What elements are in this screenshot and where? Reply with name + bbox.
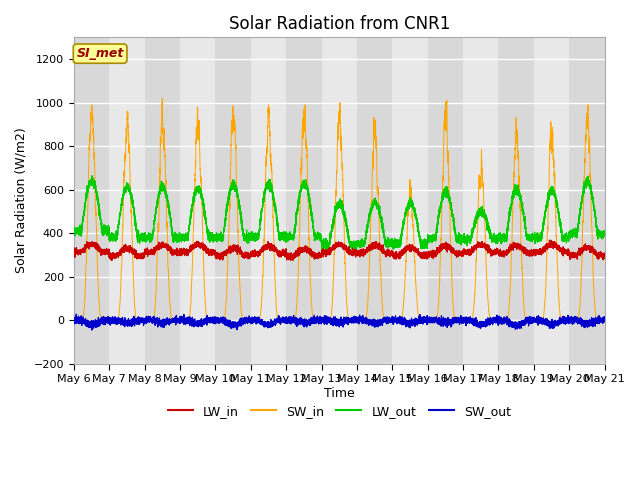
Bar	[145, 37, 180, 364]
Bar	[251, 37, 286, 364]
LW_out	[70, 231, 77, 237]
LW_out	[458, 235, 466, 241]
LW_in	[250, 252, 258, 258]
LW_in	[572, 250, 580, 256]
Bar	[392, 37, 428, 364]
LW_in	[321, 249, 329, 255]
LW_in	[458, 253, 466, 259]
Line: LW_out: LW_out	[74, 176, 605, 252]
SW_out	[70, 319, 77, 325]
Line: SW_out: SW_out	[74, 314, 605, 330]
Bar	[109, 37, 145, 364]
SW_out	[601, 317, 609, 323]
Legend: LW_in, SW_in, LW_out, SW_out: LW_in, SW_in, LW_out, SW_out	[163, 400, 516, 423]
SW_in	[321, 317, 329, 323]
Bar	[534, 37, 569, 364]
LW_out	[324, 249, 332, 254]
LW_in	[601, 251, 609, 256]
Bar	[463, 37, 499, 364]
SW_in	[601, 317, 609, 323]
LW_out	[321, 243, 329, 249]
LW_in	[108, 258, 115, 264]
Text: SI_met: SI_met	[76, 47, 124, 60]
Y-axis label: Solar Radiation (W/m2): Solar Radiation (W/m2)	[15, 128, 28, 274]
Bar	[569, 37, 605, 364]
LW_out	[88, 173, 96, 179]
Bar	[215, 37, 251, 364]
X-axis label: Time: Time	[324, 387, 355, 400]
SW_out	[579, 318, 586, 324]
SW_out	[88, 327, 96, 333]
Line: LW_in: LW_in	[74, 240, 605, 261]
SW_in	[70, 317, 77, 323]
Bar	[74, 37, 109, 364]
SW_in	[159, 96, 166, 101]
LW_in	[473, 244, 481, 250]
LW_out	[572, 226, 580, 232]
LW_in	[579, 249, 586, 255]
Bar	[180, 37, 215, 364]
Bar	[428, 37, 463, 364]
LW_out	[473, 216, 481, 222]
SW_out	[458, 320, 466, 326]
LW_in	[546, 237, 554, 243]
Title: Solar Radiation from CNR1: Solar Radiation from CNR1	[228, 15, 450, 33]
LW_in	[70, 248, 77, 253]
SW_in	[473, 240, 481, 246]
Bar	[286, 37, 321, 364]
Bar	[321, 37, 357, 364]
SW_out	[321, 317, 329, 323]
Bar	[499, 37, 534, 364]
SW_out	[572, 319, 580, 325]
LW_out	[601, 231, 609, 237]
SW_in	[579, 238, 586, 243]
SW_in	[458, 317, 466, 323]
SW_out	[72, 311, 80, 317]
SW_out	[250, 317, 258, 323]
SW_in	[250, 317, 258, 323]
LW_out	[250, 238, 258, 243]
Line: SW_in: SW_in	[74, 98, 605, 320]
SW_in	[572, 317, 580, 323]
SW_out	[473, 320, 481, 325]
LW_out	[579, 192, 586, 198]
Bar	[357, 37, 392, 364]
